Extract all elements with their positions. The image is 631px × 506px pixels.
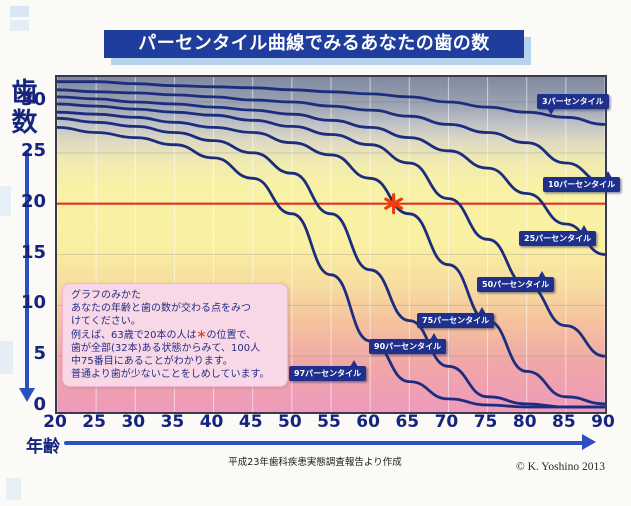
callout-tail-icon	[350, 360, 359, 367]
x-axis-title: 年齢	[26, 437, 60, 457]
note-star-mark: ＊	[196, 329, 207, 341]
callout-label: 10パーセンタイル	[548, 180, 616, 189]
callout-label: 97パーセンタイル	[294, 369, 362, 378]
x-tick-label: 80	[512, 412, 537, 432]
copyright-text: © K. Yoshino 2013	[516, 461, 605, 473]
y-tick-label: 15	[20, 241, 46, 263]
x-tick-label: 55	[317, 412, 341, 432]
callout-tail-icon	[580, 225, 589, 232]
y-axis-arrow	[25, 150, 29, 390]
callout-percentile-3: 3パーセンタイル	[537, 94, 609, 115]
note-line: あなたの年齢と歯の数が交わる点をみつ	[71, 303, 251, 315]
y-tick-label: 10	[20, 292, 46, 314]
x-tick-label: 70	[434, 412, 459, 432]
y-tick-label: 20	[20, 190, 46, 212]
scan-artifact	[6, 478, 21, 500]
callout-percentile-25: 25パーセンタイル	[519, 225, 597, 246]
x-tick-label: 60	[356, 412, 380, 432]
callout-label: 50パーセンタイル	[482, 280, 550, 289]
x-tick-label: 25	[82, 412, 106, 432]
x-tick-label: 40	[199, 412, 224, 432]
note-line: 中75番目にあることがわかります。	[71, 355, 233, 367]
note-line: 普通より歯が少ないことをしめしています。	[71, 369, 270, 381]
callout-percentile-10: 10パーセンタイル	[543, 171, 621, 192]
callout-label: 75パーセンタイル	[422, 316, 490, 325]
callout-label: 90パーセンタイル	[374, 342, 442, 351]
scan-artifact	[0, 341, 13, 374]
x-axis-arrow	[64, 441, 584, 445]
scan-artifact	[10, 6, 29, 17]
note-line: 歯が全部(32本)ある状態からみて、100人	[71, 342, 261, 354]
x-tick-label: 75	[473, 412, 498, 432]
callout-label: 3パーセンタイル	[542, 97, 604, 106]
page-title: パーセンタイル曲線でみるあなたの歯の数	[104, 30, 524, 58]
callout-tail-icon	[604, 171, 613, 178]
callout-tail-icon	[478, 307, 487, 314]
x-tick-label: 20	[43, 412, 67, 432]
x-tick-label: 90	[591, 412, 615, 432]
x-axis-arrow-head	[582, 434, 596, 450]
y-axis-arrow-head	[19, 388, 35, 402]
callout-percentile-90: 90パーセンタイル	[369, 333, 447, 354]
source-caption: 平成23年歯科疾患実態調査報告より作成	[228, 457, 402, 468]
callout-percentile-50: 50パーセンタイル	[477, 271, 555, 292]
x-tick-label: 50	[278, 412, 302, 432]
callout-percentile-75: 75パーセンタイル	[417, 307, 495, 328]
percentile-chart-canvas	[57, 77, 605, 412]
note-line: けてください。	[71, 316, 141, 328]
y-tick-label: 30	[20, 89, 46, 110]
y-tick-label: 0	[33, 394, 46, 415]
y-tick-label: 5	[33, 343, 46, 365]
callout-tail-icon	[430, 333, 439, 340]
x-tick-label: 65	[395, 412, 420, 432]
callout-tail-icon	[538, 271, 547, 278]
x-tick-label: 30	[121, 412, 146, 432]
x-tick-label: 35	[160, 412, 185, 432]
y-axis-title: 歯数	[7, 78, 37, 138]
callout-percentile-97: 97パーセンタイル	[289, 360, 367, 381]
scan-artifact	[10, 20, 29, 31]
callout-tail-icon	[547, 108, 555, 115]
y-tick-label: 25	[20, 139, 46, 161]
note-heading: グラフのみかた	[71, 290, 141, 301]
x-axis-tick-labels: 20 25 30 35 40 45 50 55 60 65 70 75 80 85 90	[43, 412, 615, 434]
x-tick-label: 85	[552, 412, 576, 432]
note-line: 例えば、63歳で20本の人は	[71, 329, 197, 341]
how-to-read-note: グラフのみかた あなたの年齢と歯の数が交わる点をみつ けてください。 例えば、6…	[62, 283, 288, 388]
scan-artifact	[0, 186, 11, 216]
y-axis-tick-labels: 0 5 10 15 20 25 30	[0, 75, 50, 415]
callout-label: 25パーセンタイル	[524, 234, 592, 243]
x-tick-label: 45	[238, 412, 263, 432]
note-line: の位置で、	[206, 329, 257, 341]
